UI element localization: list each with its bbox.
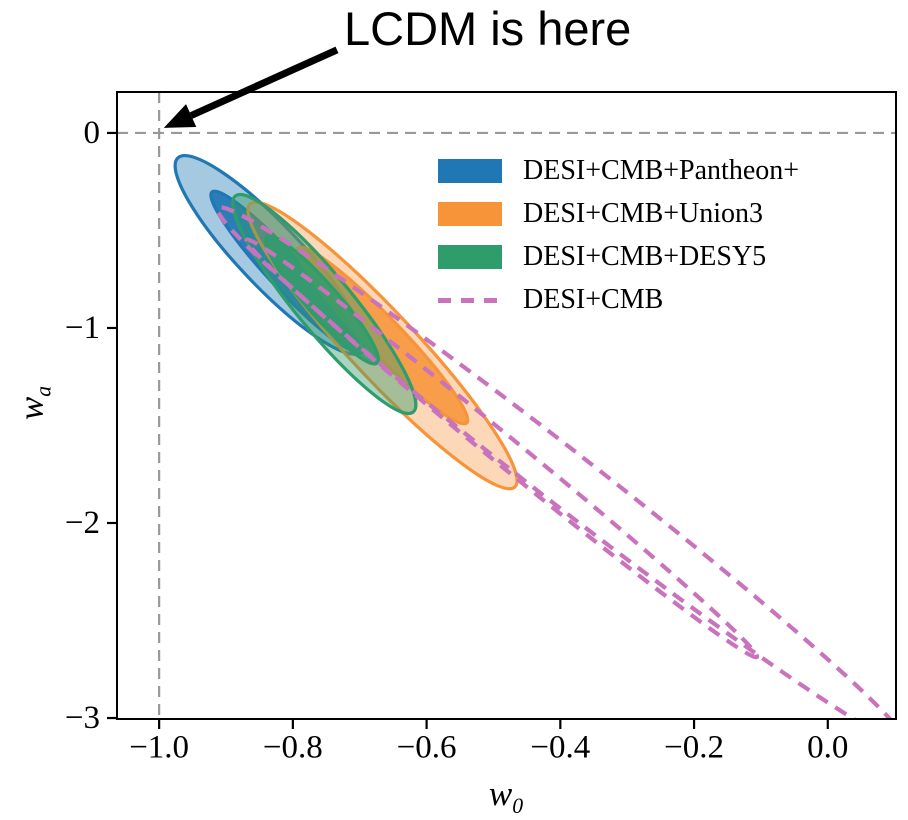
annotation-arrow-line: [189, 46, 339, 119]
legend-item-desi-cmb-union3: DESI+CMB+Union3: [438, 198, 799, 229]
y-axis-label-sub: a: [31, 385, 56, 397]
x-tick-label: 0.0: [807, 729, 848, 765]
plot-border: [116, 91, 897, 720]
legend-swatch-color: [438, 159, 502, 183]
legend-label: DESI+CMB: [523, 284, 664, 315]
legend-filled-swatch: [438, 159, 502, 183]
y-axis-label: wa: [12, 386, 57, 420]
x-tick-label: −1.0: [129, 729, 189, 765]
legend-swatch-color: [438, 202, 502, 226]
contour-desi-cmb-1sigma: [244, 237, 760, 660]
legend-label: DESI+CMB+Pantheon+: [523, 155, 800, 186]
y-tick-label: −3: [65, 700, 100, 736]
legend-dashed-line-swatch: [438, 288, 502, 312]
x-tick-label: −0.8: [263, 729, 323, 765]
legend-item-desi-cmb-pantheon: DESI+CMB+Pantheon+: [438, 155, 800, 186]
contours-layer: [173, 154, 896, 719]
x-axis: −1.0 −0.8 −0.6 −0.4 −0.2 0.0: [129, 719, 848, 765]
legend: DESI+CMB+Pantheon+ DESI+CMB+Union3 DESI+CM…: [438, 155, 800, 315]
legend-swatch-color: [438, 297, 502, 303]
annotation-text: LCDM is here: [344, 2, 632, 55]
x-axis-label-sub: 0: [512, 794, 524, 818]
x-tick-label: −0.6: [397, 729, 457, 765]
legend-filled-swatch: [438, 245, 502, 269]
x-axis-label-base: w: [488, 774, 513, 813]
annotation-arrowhead: [163, 104, 197, 128]
legend-filled-swatch: [438, 202, 502, 226]
y-tick-label: −1: [65, 310, 100, 346]
legend-item-desi-cmb-desy5: DESI+CMB+DESY5: [438, 241, 799, 272]
legend-swatch-color: [438, 245, 502, 269]
y-axis: 0 −1 −2 −3: [65, 115, 117, 736]
legend-item-desi-cmb: DESI+CMB: [438, 284, 799, 315]
x-axis-label: w0: [489, 774, 523, 819]
x-tick-label: −0.2: [664, 729, 724, 765]
x-tick-label: −0.4: [530, 729, 590, 765]
y-tick-label: 0: [84, 115, 101, 151]
y-axis-label-base: w: [11, 396, 51, 421]
legend-label: DESI+CMB+Union3: [523, 198, 764, 229]
y-tick-label: −2: [65, 505, 100, 541]
legend-label: DESI+CMB+DESY5: [523, 241, 767, 272]
